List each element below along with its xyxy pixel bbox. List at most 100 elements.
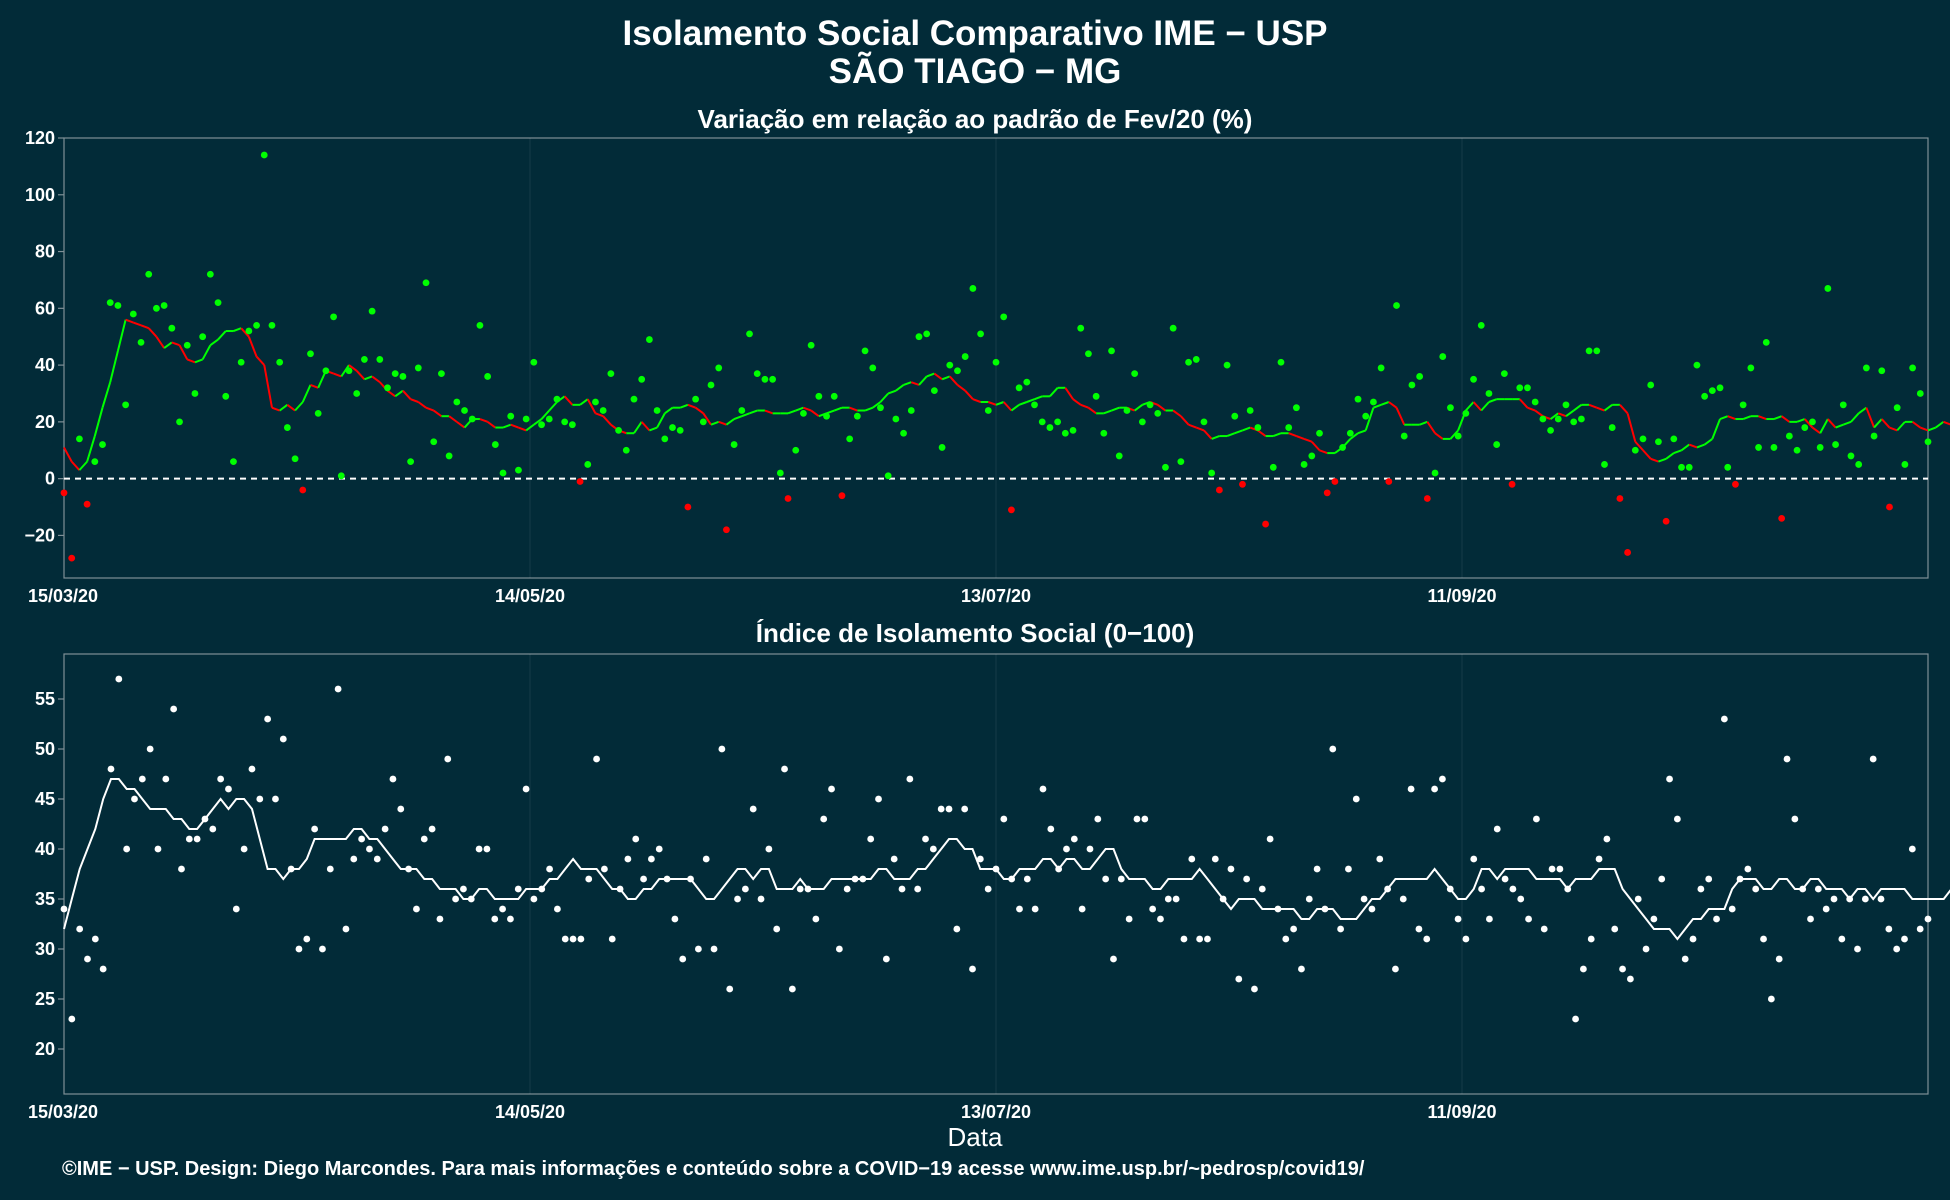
data-point: [882, 955, 890, 963]
moving-average-segment: [1727, 415, 1736, 420]
data-point: [812, 915, 820, 923]
data-point: [1556, 865, 1564, 873]
data-point: [1673, 815, 1681, 823]
moving-average-segment: [595, 412, 604, 418]
moving-average-segment: [548, 401, 558, 412]
data-point: [900, 429, 907, 437]
data-point: [1822, 905, 1830, 913]
data-point: [1470, 375, 1477, 383]
data-point: [761, 375, 769, 383]
moving-average-segment: [679, 403, 689, 409]
data-point: [1847, 452, 1855, 460]
data-point: [1108, 347, 1115, 355]
data-point: [522, 415, 530, 423]
moving-average-segment: [1188, 423, 1197, 429]
chart-subtitle: SÃO TIAGO − MG: [828, 52, 1122, 91]
data-point: [1423, 495, 1431, 502]
data-point: [1223, 361, 1231, 369]
data-point: [1855, 461, 1863, 468]
data-point: [1517, 895, 1525, 903]
data-point: [1678, 463, 1685, 471]
data-point: [1924, 915, 1932, 923]
moving-average-segment: [433, 409, 443, 417]
moving-average-segment: [1896, 421, 1906, 432]
data-point: [1200, 418, 1208, 426]
y-tick-label: 120: [25, 128, 55, 148]
data-point: [1861, 895, 1869, 903]
data-point: [461, 407, 468, 414]
data-point: [1219, 895, 1227, 903]
moving-average-segment: [918, 375, 928, 386]
moving-average-segment: [301, 384, 312, 403]
moving-average-segment: [155, 336, 165, 349]
moving-average-segment: [1242, 426, 1251, 432]
data-point: [1102, 875, 1110, 883]
data-point: [746, 330, 753, 338]
data-point: [1650, 915, 1658, 923]
data-point: [1415, 925, 1423, 933]
data-point: [1138, 418, 1146, 426]
moving-average-segment: [695, 406, 704, 415]
data-point: [468, 415, 476, 423]
data-point: [1639, 435, 1647, 443]
data-point: [491, 441, 499, 448]
data-point: [1697, 885, 1705, 893]
data-point: [1031, 401, 1038, 409]
data-point: [1321, 905, 1329, 913]
moving-average-segment: [425, 406, 435, 412]
data-point: [237, 358, 245, 366]
data-point: [499, 905, 506, 913]
data-point: [890, 855, 898, 863]
data-point: [1329, 745, 1337, 753]
moving-average-segment: [333, 372, 342, 378]
credit-footer: ©IME − USP. Design: Diego Marcondes. Par…: [62, 1158, 1365, 1180]
moving-average-segment: [1912, 421, 1921, 429]
data-point: [260, 151, 268, 159]
moving-average-segment: [1889, 426, 1898, 432]
data-point: [726, 985, 734, 993]
moving-average-segment: [1172, 409, 1182, 417]
data-point: [622, 446, 630, 454]
data-point: [507, 915, 514, 923]
moving-average-segment: [279, 404, 288, 412]
data-point: [820, 815, 828, 823]
data-point: [1775, 955, 1783, 963]
data-point: [937, 805, 945, 813]
data-point: [1624, 549, 1632, 556]
moving-average-segment: [209, 338, 219, 347]
data-point: [1744, 865, 1752, 873]
data-point: [1516, 384, 1524, 392]
data-point: [1642, 945, 1650, 953]
moving-average-segment: [348, 364, 358, 372]
data-point: [1046, 424, 1054, 431]
data-point: [384, 384, 391, 392]
moving-average-segment: [664, 406, 674, 415]
moving-average-segment: [147, 327, 158, 338]
moving-average-segment: [1234, 429, 1243, 435]
data-point: [1562, 401, 1570, 409]
moving-average-segment: [1804, 418, 1814, 429]
data-point: [326, 865, 334, 873]
moving-average-segment: [109, 350, 119, 383]
data-point: [884, 472, 892, 480]
data-point: [1658, 875, 1666, 883]
data-point: [1801, 424, 1809, 431]
data-point: [1239, 480, 1246, 488]
x-tick-label: 13/07/20: [961, 586, 1031, 606]
data-point: [1616, 495, 1624, 502]
data-point: [1061, 429, 1069, 437]
moving-average-segment: [1018, 401, 1028, 406]
y-tick-label: 100: [25, 185, 55, 205]
data-point: [1331, 478, 1339, 485]
moving-average-segment: [1296, 435, 1305, 440]
data-point: [1886, 503, 1893, 511]
data-point: [1647, 381, 1655, 389]
data-point: [1094, 815, 1102, 823]
moving-average-segment: [910, 381, 920, 386]
moving-average-segment: [1534, 409, 1544, 417]
data-point: [1431, 785, 1438, 793]
moving-average-segment: [525, 423, 535, 432]
moving-average-segment: [371, 375, 381, 383]
moving-average-segment: [987, 401, 997, 406]
data-point: [253, 321, 260, 329]
